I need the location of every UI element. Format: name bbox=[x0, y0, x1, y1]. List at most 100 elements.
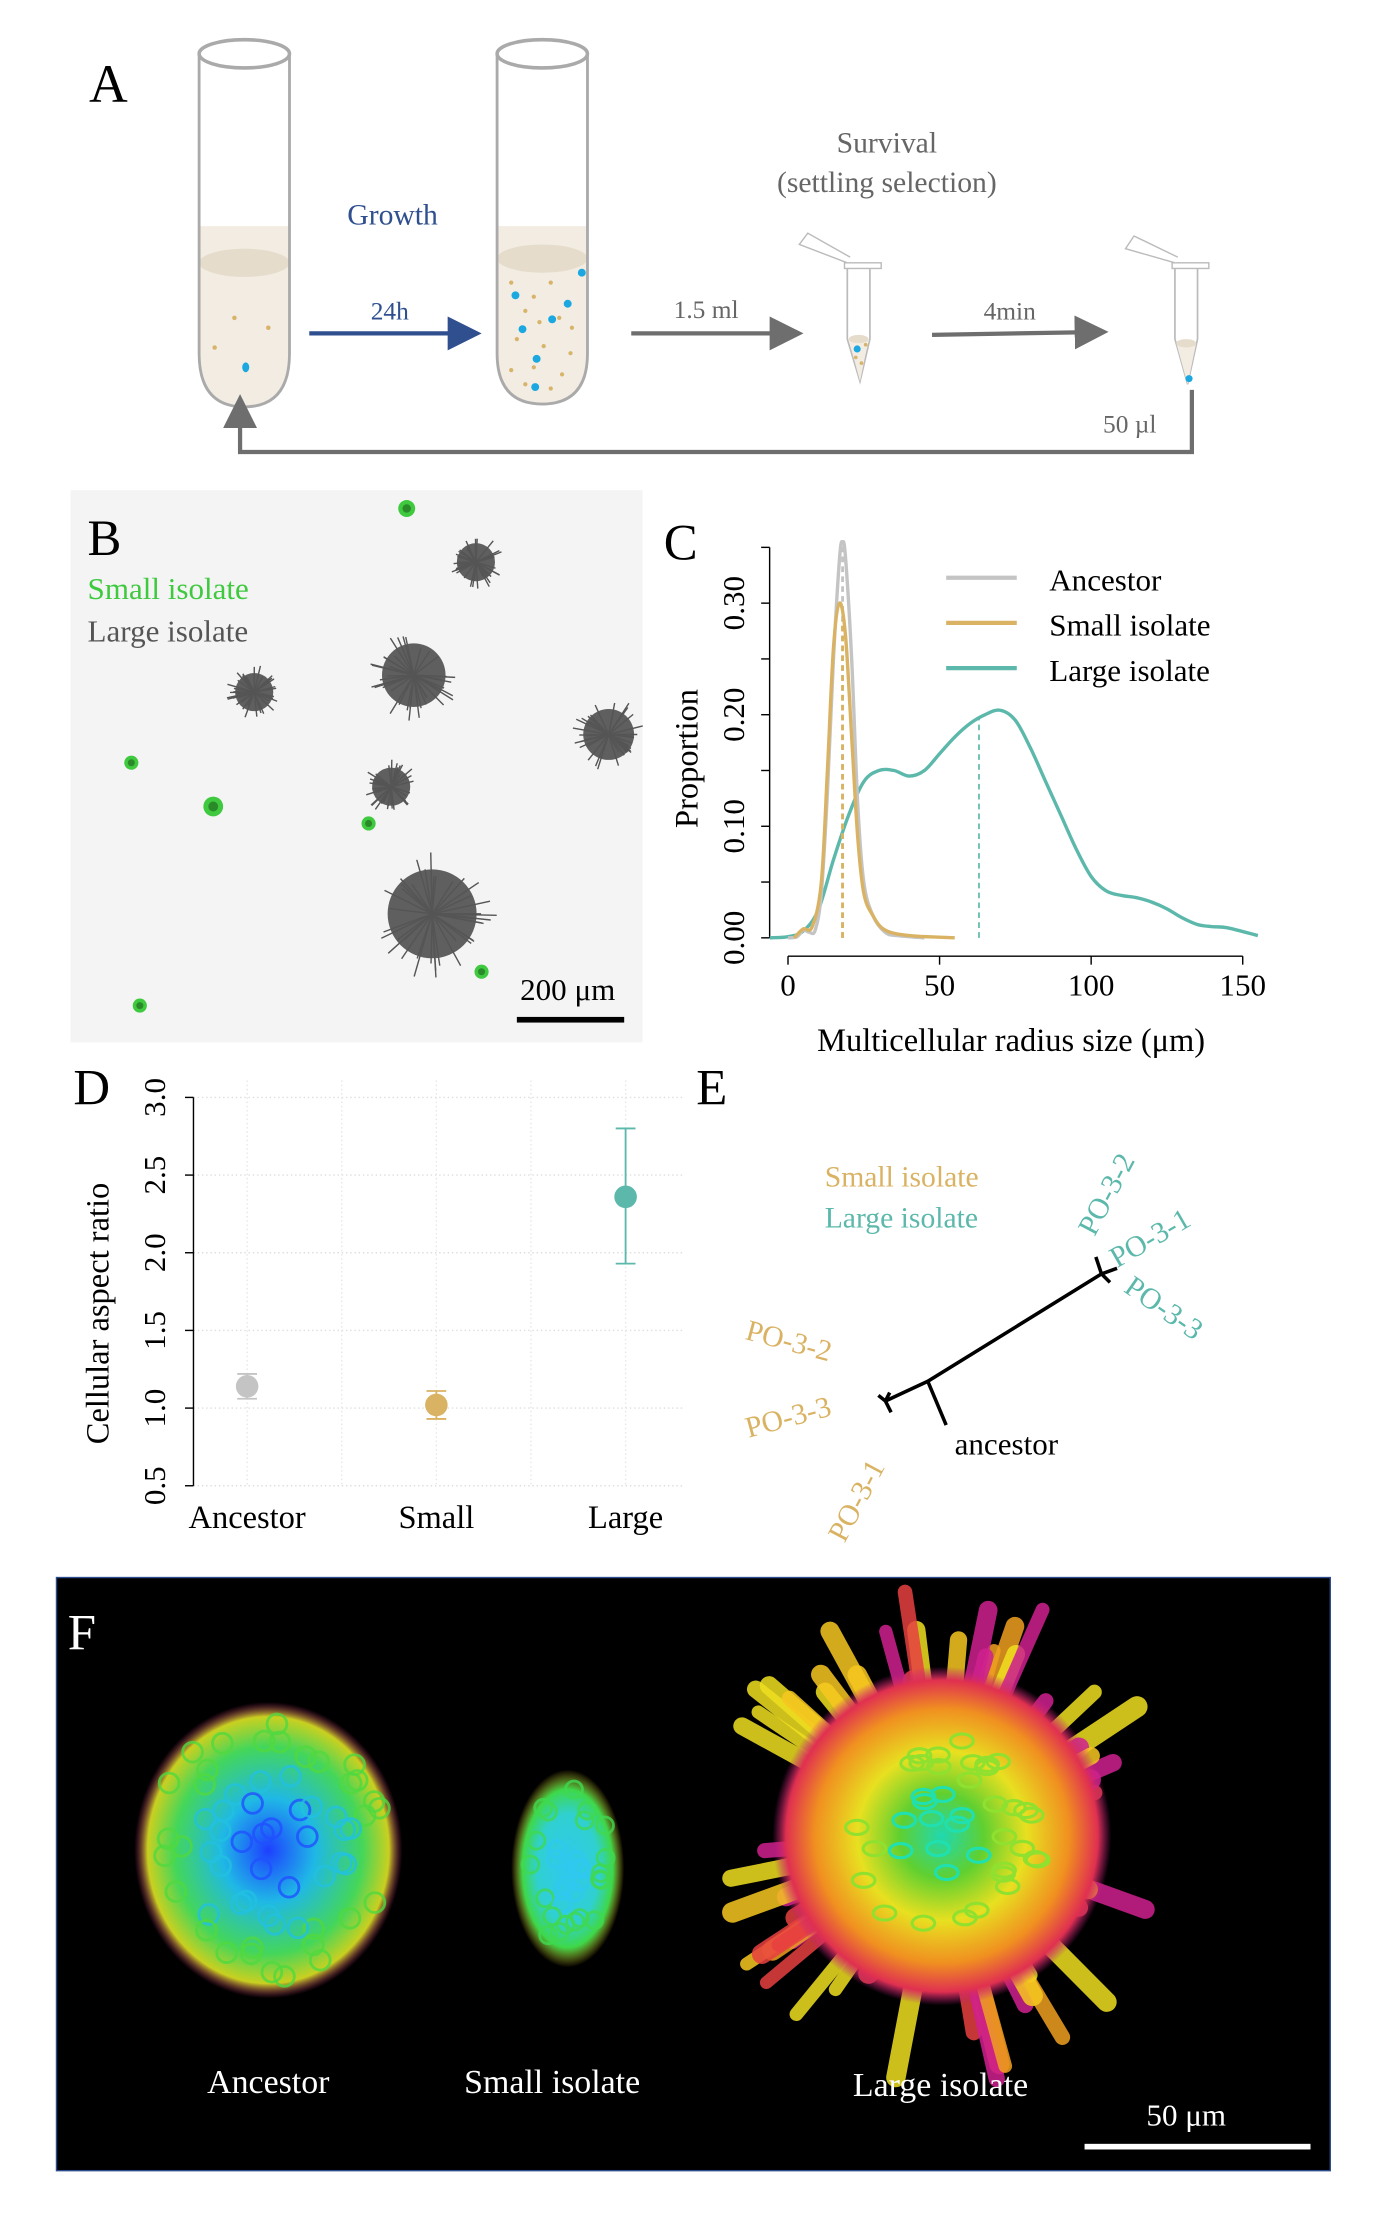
filament bbox=[401, 913, 433, 960]
filament bbox=[413, 913, 433, 977]
cell bbox=[552, 1893, 573, 1914]
filament bbox=[397, 637, 415, 676]
filament bbox=[472, 562, 477, 588]
filament bbox=[379, 674, 414, 681]
filament bbox=[370, 663, 414, 676]
filament bbox=[374, 778, 392, 788]
filament bbox=[253, 665, 262, 693]
y-tick-label: 0.10 bbox=[716, 799, 751, 853]
filament bbox=[245, 676, 255, 693]
filament bbox=[431, 913, 457, 942]
cell bbox=[584, 1910, 605, 1931]
filament bbox=[430, 852, 433, 914]
filament bbox=[399, 878, 433, 915]
cell bbox=[952, 1909, 978, 1927]
panel-label-e: E bbox=[696, 1059, 727, 1115]
y-tick-label: 2.5 bbox=[137, 1156, 172, 1195]
cell bbox=[591, 1870, 612, 1891]
cell bbox=[590, 1863, 611, 1883]
filament bbox=[413, 674, 438, 690]
cell bbox=[577, 1800, 598, 1821]
aspect-ratio-chart: 0.5 1.0 1.5 2.0 2.5 3.0 Ancestor Small Large bbox=[137, 1078, 685, 1536]
volume-keep-label: 50 µl bbox=[1103, 410, 1156, 438]
cell bbox=[925, 1839, 951, 1858]
cell bbox=[156, 1827, 180, 1851]
return-arrow bbox=[223, 389, 1195, 455]
cell bbox=[574, 1810, 595, 1831]
cell bbox=[908, 1753, 935, 1772]
cell bbox=[949, 1807, 975, 1825]
filament bbox=[390, 786, 407, 802]
filament bbox=[475, 561, 496, 569]
filament bbox=[431, 913, 462, 967]
filament bbox=[413, 647, 422, 676]
filament bbox=[389, 907, 433, 915]
scalebar-f bbox=[1084, 2143, 1311, 2150]
small-aggregate-core bbox=[478, 968, 486, 976]
filament bbox=[574, 733, 609, 744]
cell bbox=[193, 1773, 216, 1796]
small-aggregate-core bbox=[136, 1002, 144, 1010]
fluorescent-aggregates bbox=[134, 1584, 1155, 2088]
filament bbox=[413, 675, 419, 707]
cell bbox=[990, 1865, 1016, 1883]
x-tick-label: 50 bbox=[924, 968, 955, 1003]
legend-small-isolate: Small isolate bbox=[88, 571, 249, 606]
filament bbox=[389, 674, 415, 714]
filament bbox=[413, 651, 431, 676]
cell bbox=[286, 1916, 310, 1940]
y-tick-label: 3.0 bbox=[137, 1078, 172, 1117]
y-tick-label: 2.0 bbox=[137, 1233, 172, 1272]
filament bbox=[475, 561, 500, 576]
large-isolate-aggregate bbox=[772, 1666, 1112, 2006]
filament bbox=[253, 681, 269, 693]
cell bbox=[249, 1857, 273, 1881]
filament bbox=[391, 780, 414, 788]
filament bbox=[390, 786, 411, 794]
cell bbox=[224, 1783, 247, 1806]
small-aggregate-core bbox=[402, 504, 411, 513]
filament bbox=[465, 540, 477, 563]
cell bbox=[339, 1817, 362, 1840]
cell bbox=[933, 1863, 960, 1882]
cell bbox=[538, 1925, 559, 1946]
filament bbox=[587, 734, 610, 761]
filament bbox=[459, 549, 477, 563]
small-aggregate-core bbox=[127, 759, 135, 767]
caption-ancestor: Ancestor bbox=[207, 2064, 329, 2101]
filament bbox=[413, 674, 445, 706]
filament bbox=[608, 733, 632, 753]
small-aggregate-core bbox=[365, 819, 373, 827]
cell bbox=[542, 1906, 563, 1927]
filament bbox=[475, 549, 500, 563]
x-tick-label: Large bbox=[588, 1500, 663, 1536]
filament bbox=[390, 786, 393, 809]
filament bbox=[594, 704, 610, 735]
tip-small-po-3-1: PO-3-1 bbox=[822, 1455, 891, 1547]
cell bbox=[268, 1730, 292, 1754]
micrograph-b bbox=[70, 490, 643, 1043]
tip-large-po-3-2: PO-3-2 bbox=[1072, 1148, 1141, 1240]
cell bbox=[164, 1880, 188, 1903]
filament bbox=[431, 881, 454, 915]
x-tick-label: Ancestor bbox=[189, 1500, 306, 1536]
y-tick-label: 1.5 bbox=[137, 1311, 172, 1350]
cell bbox=[199, 1840, 223, 1864]
cell bbox=[153, 1844, 176, 1868]
filament bbox=[401, 888, 433, 915]
filament bbox=[608, 707, 629, 735]
filament bbox=[457, 555, 477, 563]
cell bbox=[300, 1795, 323, 1819]
cell bbox=[239, 1942, 263, 1966]
cell bbox=[288, 1798, 312, 1822]
time-label: 24h bbox=[371, 297, 409, 325]
filament bbox=[372, 786, 392, 790]
cell bbox=[249, 1770, 272, 1793]
filament bbox=[607, 702, 616, 735]
filament bbox=[227, 683, 255, 693]
data-point-small bbox=[425, 1393, 448, 1417]
filament bbox=[374, 786, 392, 810]
cell bbox=[170, 1835, 193, 1858]
filament bbox=[431, 877, 465, 915]
